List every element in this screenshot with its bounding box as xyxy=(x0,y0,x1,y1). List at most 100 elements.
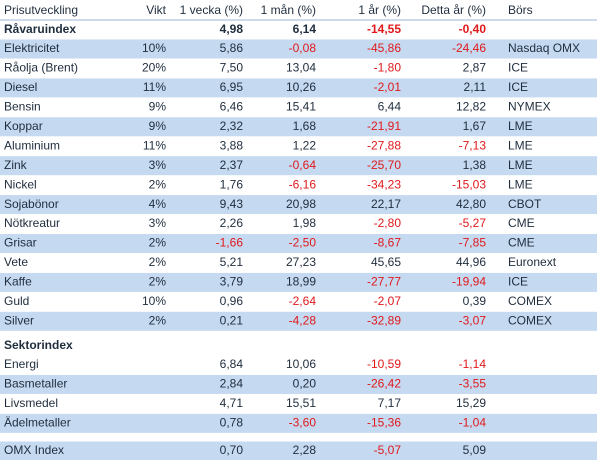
cell-ytd: 0,39 xyxy=(463,294,487,308)
cell-name: Råolja (Brent) xyxy=(4,61,78,75)
cell-ytd: 15,29 xyxy=(456,396,486,410)
cell-name: Nötkreatur xyxy=(4,216,60,230)
cell-name: Diesel xyxy=(4,80,37,94)
cell-name: Råvaruindex xyxy=(4,22,76,36)
cell-name: Basmetaller xyxy=(4,377,67,391)
row-shade xyxy=(0,195,597,215)
cell-month: 18,99 xyxy=(286,275,316,289)
cell-month: 13,04 xyxy=(286,61,316,75)
cell-name: Koppar xyxy=(4,119,43,133)
cell-exchange: COMEX xyxy=(508,313,552,327)
cell-month: 1,68 xyxy=(293,119,317,133)
row-shade xyxy=(0,39,597,59)
cell-month: -6,16 xyxy=(289,177,317,191)
cell-week: 3,88 xyxy=(220,138,244,152)
cell-year: -27,77 xyxy=(367,275,401,289)
row-shade xyxy=(0,311,597,331)
cell-ytd: -3,07 xyxy=(459,313,487,327)
cell-year: -2,07 xyxy=(374,294,402,308)
cell-ytd: -5,27 xyxy=(459,216,487,230)
cell-exchange: ICE xyxy=(508,80,528,94)
cell-weight: 3% xyxy=(149,216,167,230)
cell-exchange: LME xyxy=(508,158,533,172)
section-title: Sektorindex xyxy=(4,338,73,352)
row-shade xyxy=(0,117,597,137)
header-cell: Detta år (%) xyxy=(421,3,486,17)
cell-name: OMX Index xyxy=(4,443,64,457)
cell-ytd: -19,94 xyxy=(452,275,486,289)
row-shade xyxy=(0,234,597,253)
cell-year: -21,91 xyxy=(367,119,401,133)
cell-month: 10,06 xyxy=(286,357,316,371)
cell-name: Elektricitet xyxy=(4,41,60,55)
cell-exchange: LME xyxy=(508,119,533,133)
cell-month: 10,26 xyxy=(286,80,316,94)
cell-ytd: 1,67 xyxy=(463,119,487,133)
cell-name: Guld xyxy=(4,294,29,308)
cell-week: 0,21 xyxy=(220,313,244,327)
cell-ytd: -7,85 xyxy=(459,236,487,250)
cell-month: 15,41 xyxy=(286,100,316,114)
header-cell: Prisutveckling xyxy=(4,3,78,17)
cell-week: 2,37 xyxy=(220,158,244,172)
row-shade xyxy=(0,441,597,460)
cell-week: 6,95 xyxy=(220,80,244,94)
cell-weight: 10% xyxy=(142,41,166,55)
cell-month: -4,28 xyxy=(289,313,317,327)
cell-year: 6,44 xyxy=(378,100,402,114)
cell-weight: 11% xyxy=(143,138,166,152)
cell-weight: 10% xyxy=(142,294,166,308)
cell-name: Energi xyxy=(4,357,39,371)
cell-month: 20,98 xyxy=(286,197,316,211)
cell-week: 0,70 xyxy=(220,443,244,457)
cell-name: Silver xyxy=(4,313,34,327)
cell-week: 0,78 xyxy=(220,416,244,430)
cell-weight: 9% xyxy=(149,119,167,133)
cell-ytd: 2,87 xyxy=(463,61,487,75)
cell-year: -10,59 xyxy=(367,357,401,371)
cell-year: -26,42 xyxy=(367,377,401,391)
cell-week: 6,84 xyxy=(220,357,244,371)
cell-week: 0,96 xyxy=(220,294,244,308)
cell-ytd: -24,46 xyxy=(452,41,486,55)
cell-ytd: -15,03 xyxy=(452,177,486,191)
cell-weight: 11% xyxy=(143,80,166,94)
cell-week: 5,21 xyxy=(220,255,244,269)
cell-month: 2,28 xyxy=(293,443,317,457)
cell-year: -25,70 xyxy=(367,158,401,172)
cell-week: 7,50 xyxy=(220,61,244,75)
row-shade xyxy=(0,272,597,292)
cell-month: 15,51 xyxy=(286,396,316,410)
cell-month: 27,23 xyxy=(286,255,316,269)
cell-year: -15,36 xyxy=(367,416,401,430)
cell-name: Kaffe xyxy=(4,275,32,289)
cell-month: 6,14 xyxy=(293,22,317,36)
cell-year: 7,17 xyxy=(378,396,402,410)
cell-ytd: 12,82 xyxy=(456,100,486,114)
cell-week: 9,43 xyxy=(220,197,244,211)
header-cell: 1 vecka (%) xyxy=(180,3,243,17)
cell-ytd: 2,11 xyxy=(464,80,487,94)
cell-weight: 2% xyxy=(149,275,167,289)
cell-exchange: ICE xyxy=(508,275,528,289)
cell-year: -2,01 xyxy=(374,80,402,94)
row-shade xyxy=(0,413,597,433)
cell-name: Livsmedel xyxy=(4,396,58,410)
header-cell: Vikt xyxy=(146,3,166,17)
cell-ytd: -1,14 xyxy=(459,357,487,371)
header-cell: 1 år (%) xyxy=(358,3,401,17)
cell-exchange: CME xyxy=(508,216,535,230)
cell-year: -27,88 xyxy=(367,138,401,152)
cell-weight: 2% xyxy=(149,313,167,327)
cell-month: -2,50 xyxy=(289,236,317,250)
cell-weight: 9% xyxy=(149,100,167,114)
cell-year: 45,65 xyxy=(371,255,401,269)
cell-exchange: LME xyxy=(508,138,533,152)
header-cell: 1 mån (%) xyxy=(261,3,316,17)
cell-month: -0,08 xyxy=(289,41,317,55)
cell-year: -32,89 xyxy=(367,313,401,327)
cell-month: 1,22 xyxy=(293,138,317,152)
cell-name: Sojabönor xyxy=(4,197,59,211)
cell-week: 4,71 xyxy=(220,396,244,410)
